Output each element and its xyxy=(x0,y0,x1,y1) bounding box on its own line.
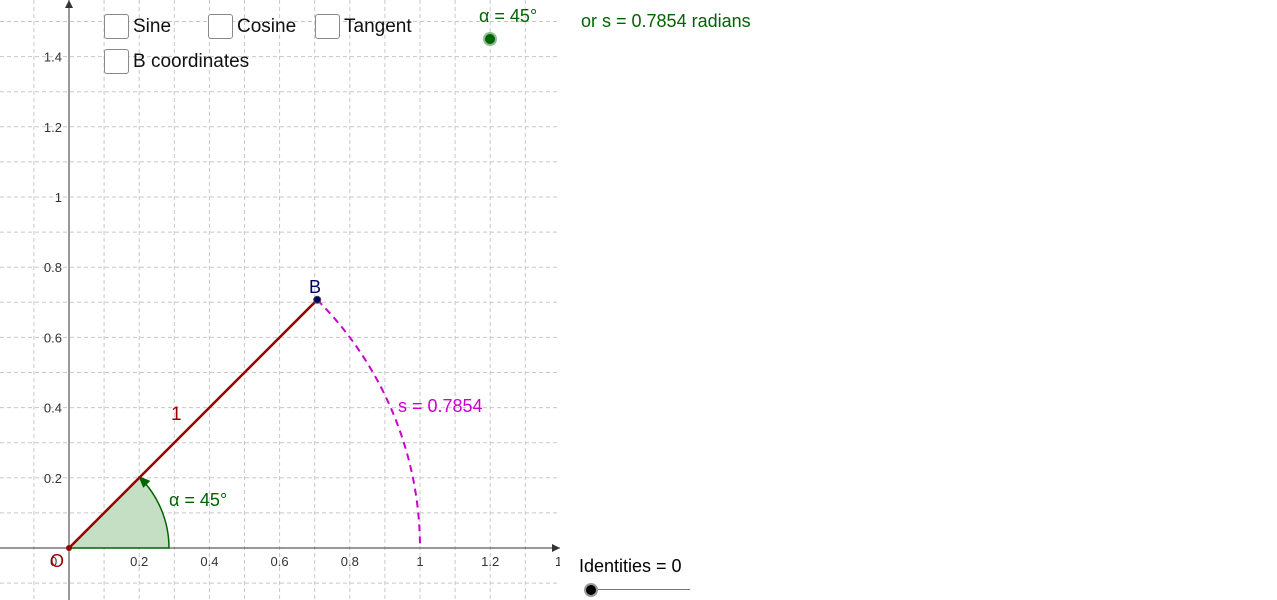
y-tick-label: 1.4 xyxy=(44,50,62,65)
x-tick-label: 1 xyxy=(416,554,423,569)
alpha-slider-label: α = 45° xyxy=(479,6,538,26)
point-b[interactable] xyxy=(313,295,322,304)
y-tick-label: 0.4 xyxy=(44,401,62,416)
origin-point[interactable] xyxy=(66,545,72,551)
x-tick-label: 0.4 xyxy=(200,554,218,569)
x-tick-label: 0.6 xyxy=(271,554,289,569)
radius-segment[interactable] xyxy=(68,298,319,549)
grid xyxy=(0,0,560,600)
y-tick-label: 1 xyxy=(55,190,62,205)
tangent-checkbox-label: Tangent xyxy=(344,15,412,37)
y-axis-arrow xyxy=(65,0,73,8)
cosine-checkbox-box[interactable] xyxy=(208,14,233,39)
sine-checkbox-label: Sine xyxy=(133,15,172,37)
alpha-slider-knob[interactable] xyxy=(483,32,497,46)
radius-label: 1 xyxy=(171,404,182,425)
radians-text: or s = 0.7854 radians xyxy=(581,11,751,31)
tangent-checkbox[interactable]: Tangent xyxy=(315,14,412,39)
angle-label: α = 45° xyxy=(169,490,227,510)
y-tick-label: 1.2 xyxy=(44,120,62,135)
identities-slider-label: Identities = 0 xyxy=(579,556,682,576)
axes xyxy=(0,0,560,600)
y-tick-label: 0.6 xyxy=(44,330,62,345)
x-tick-label: 0.2 xyxy=(130,554,148,569)
y-tick-label: 0.8 xyxy=(44,260,62,275)
cosine-checkbox-label: Cosine xyxy=(237,15,297,37)
identities-slider-track[interactable] xyxy=(590,589,690,590)
x-axis-arrow xyxy=(552,544,560,552)
b-coordinates-checkbox-label: B coordinates xyxy=(133,50,250,72)
graphics-view[interactable]: 0.20.40.60.811.21.0.20.40.60.811.21.4 0 … xyxy=(0,0,560,600)
origin-label: 0 xyxy=(50,554,57,569)
b-coordinates-checkbox-box[interactable] xyxy=(104,49,129,74)
arc-label: s = 0.7854 xyxy=(398,396,483,416)
y-tick-label: 0.2 xyxy=(44,471,62,486)
x-tick-label: 1. xyxy=(555,554,560,569)
tick-labels: 0.2 0.4 0.6 0.8 1 1.2 1. 0.2 0.4 0.6 0.8 1 1.2 1.4 xyxy=(44,50,560,569)
sine-checkbox[interactable]: Sine xyxy=(104,14,171,39)
x-tick-label: 1.2 xyxy=(481,554,499,569)
identities-slider-knob[interactable] xyxy=(584,583,598,597)
point-b-label: B xyxy=(309,277,321,297)
angle-arrow-icon xyxy=(138,475,151,488)
sine-checkbox-box[interactable] xyxy=(104,14,129,39)
x-tick-label: 0.8 xyxy=(341,554,359,569)
origin-point-label: O xyxy=(50,551,64,571)
b-coordinates-checkbox[interactable]: B coordinates xyxy=(104,49,249,74)
cosine-checkbox[interactable]: Cosine xyxy=(208,14,296,39)
arc-s[interactable] xyxy=(316,299,421,549)
tangent-checkbox-box[interactable] xyxy=(315,14,340,39)
